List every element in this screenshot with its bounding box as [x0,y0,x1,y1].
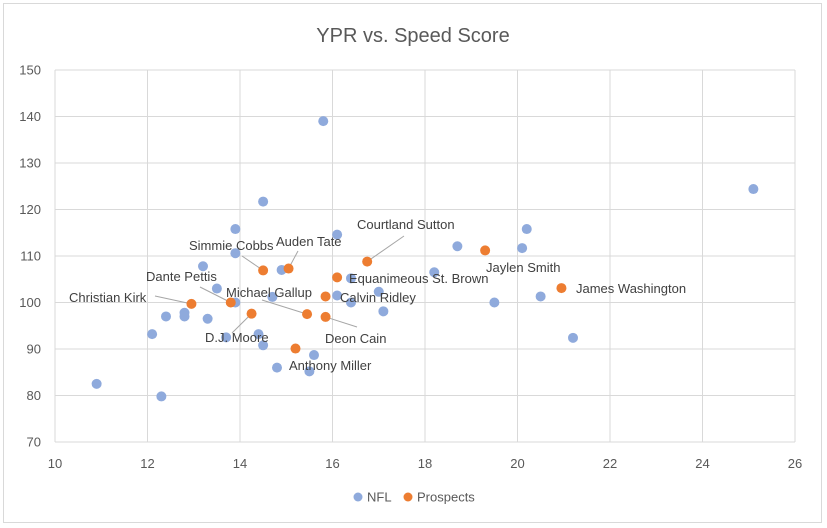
nfl-point [91,378,102,389]
prospect-point [246,308,257,319]
nfl-point [489,297,500,308]
prospect-point [186,298,197,309]
data-points [91,116,759,402]
nfl-point [230,248,241,259]
leader-line [199,286,231,303]
gridlines [54,69,796,443]
nfl-point [179,311,190,322]
nfl-point [272,362,282,373]
x-tick-label: 18 [418,456,432,471]
y-axis-ticks: 70 80 90 100 110 120 130 140 150 [19,63,41,450]
nfl-point [147,329,158,340]
nfl-point [221,332,232,343]
nfl-point [253,329,264,340]
x-tick-label: 10 [48,456,62,471]
nfl-point [198,261,208,272]
y-tick-label: 150 [19,63,41,78]
y-tick-label: 70 [27,435,41,450]
legend-label: NFL [367,490,392,505]
nfl-point [230,224,241,235]
point-label: D.J. Moore [205,330,269,345]
x-tick-label: 22 [603,456,617,471]
x-axis-ticks: 10 12 14 16 18 20 22 24 26 [48,456,802,471]
data-labels: Christian Kirk Dante Pettis D.J. Moore Simm… [69,217,686,373]
x-tick-label: 20 [510,456,524,471]
nfl-point [309,350,319,361]
point-label: Calvin Ridley [340,290,416,305]
nfl-point [258,196,269,207]
y-tick-label: 90 [27,342,41,357]
nfl-point [304,366,315,377]
legend-marker [403,492,413,502]
nfl-point [156,391,167,402]
leader-line [154,295,192,305]
nfl-point [318,116,329,127]
point-label: Simmie Cobbs [189,238,274,253]
prospect-point [556,283,567,294]
nfl-point [452,241,463,252]
y-tick-label: 110 [20,249,41,264]
x-tick-label: 16 [325,456,339,471]
prospect-point [480,245,491,256]
nfl-point [258,340,269,351]
x-tick-label: 12 [140,456,154,471]
chart-frame [3,3,822,523]
nfl-point [332,229,343,240]
prospect-point [290,343,301,354]
point-label: Michael Gallup [226,285,312,300]
point-label: Deon Cain [325,331,386,346]
point-label: Anthony Miller [289,358,372,373]
point-label: Equanimeous St. Brown [349,271,488,286]
x-tick-label: 26 [788,456,802,471]
y-tick-label: 100 [19,295,41,310]
nfl-point [521,224,532,235]
point-label: Christian Kirk [69,290,147,305]
chart-title: YPR vs. Speed Score [316,25,509,47]
x-tick-label: 24 [695,456,709,471]
nfl-point [267,291,278,302]
point-label: Jaylen Smith [486,260,560,275]
leader-line [325,316,358,328]
nfl-point [161,311,171,322]
prospect-point [225,297,236,308]
legend-label: Prospects [417,490,475,505]
nfl-point [346,273,356,284]
leader-line [261,299,308,315]
y-tick-label: 80 [27,388,41,403]
nfl-point [202,313,213,324]
nfl-point [517,243,528,254]
y-tick-label: 120 [19,202,41,217]
nfl-point [429,267,440,278]
point-label: Courtland Sutton [357,217,455,232]
leader-line [366,235,405,262]
nfl-point [373,286,384,297]
prospect-point [302,309,313,320]
nfl-point [346,297,356,308]
y-tick-label: 140 [19,109,41,124]
legend-marker [353,492,363,502]
x-tick-label: 14 [233,456,247,471]
prospect-point [320,291,331,302]
nfl-point [332,290,343,301]
prospect-point [320,311,331,322]
nfl-point [535,291,546,302]
legend: NFL Prospects [353,490,475,505]
prospect-point [258,265,269,276]
nfl-point [211,283,222,294]
prospect-point [362,256,373,267]
point-label: James Washington [576,281,686,296]
prospect-point [283,263,294,274]
nfl-point [378,306,389,317]
point-label: Dante Pettis [146,269,217,284]
nfl-point [748,184,759,195]
y-tick-label: 130 [19,156,41,171]
prospect-point [332,272,343,283]
nfl-point [568,332,578,343]
point-label: Auden Tate [276,234,342,249]
